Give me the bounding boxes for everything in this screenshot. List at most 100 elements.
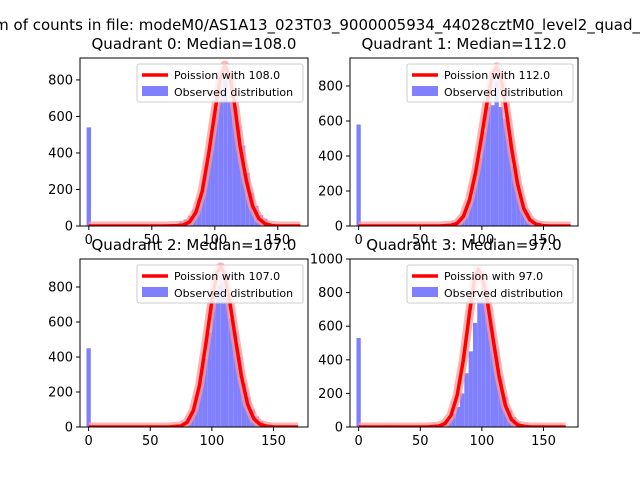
histogram-bar [477, 299, 482, 427]
legend-bar-swatch [412, 86, 438, 96]
y-tick-label: 200 [318, 387, 343, 402]
histogram-bar [215, 285, 221, 427]
histogram-bar [472, 175, 478, 226]
legend-line-label: Poission with 108.0 [174, 69, 280, 82]
legend-box [406, 63, 574, 103]
histogram-bar [481, 282, 486, 427]
histogram-bar [214, 109, 219, 226]
y-tick-label: 1000 [310, 253, 343, 268]
y-tick-label: 0 [335, 421, 343, 436]
y-tick-label: 200 [48, 386, 73, 401]
y-tick-label: 800 [318, 286, 343, 301]
histogram-bar [233, 332, 238, 427]
y-tick-label: 800 [48, 73, 73, 88]
histogram-bar [490, 332, 495, 427]
subplot-quadrant-0: 0 50 100 150 0 200 400 600 800 Quadrant 0: Median… [48, 35, 309, 248]
legend-bar-swatch [142, 287, 168, 297]
histogram-bar [227, 101, 233, 226]
histogram-bar [451, 413, 456, 427]
histogram-bar [205, 163, 211, 226]
legend-bar-label: Observed distribution [444, 287, 563, 300]
x-tick-label: 0 [354, 233, 362, 248]
histogram-bar [356, 337, 361, 427]
y-tick-label: 400 [318, 353, 343, 368]
x-tick-label: 150 [265, 233, 290, 248]
histogram-bar [86, 127, 92, 226]
y-tick-label: 0 [335, 220, 343, 235]
histogram-bar [224, 301, 229, 427]
subplot-quadrant-1: 0 50 100 150 0 200 400 600 800 Quadrant 1: Median… [318, 35, 579, 248]
histogram-bar [485, 107, 491, 226]
subplot-title: Quadrant 3: Median=97.0 [366, 236, 561, 254]
x-tick-label: 100 [469, 434, 494, 449]
legend-bar-label: Observed distribution [174, 287, 293, 300]
histogram-bar [507, 138, 512, 226]
x-tick-label: 100 [469, 233, 494, 248]
histogram-bar [459, 393, 465, 427]
y-tick-label: 200 [318, 185, 343, 200]
x-tick-label: 0 [354, 434, 362, 449]
legend-box [136, 63, 304, 103]
x-tick-label: 0 [84, 434, 92, 449]
legend-box [136, 264, 304, 304]
legend-box [406, 264, 574, 304]
y-tick-label: 0 [65, 421, 73, 436]
legend-line-label: Poission with 107.0 [174, 270, 280, 283]
y-tick-label: 600 [318, 115, 343, 130]
y-tick-label: 400 [318, 150, 343, 165]
y-tick-label: 600 [318, 320, 343, 335]
histogram-bar [202, 358, 208, 427]
histogram-bar [516, 184, 521, 226]
histogram-bar [472, 322, 478, 427]
histogram-bar [201, 182, 206, 226]
histogram-bar [211, 302, 216, 427]
histogram-bar [490, 105, 495, 226]
y-tick-label: 400 [48, 146, 73, 161]
histogram-bar [468, 198, 473, 226]
x-tick-label: 100 [199, 434, 224, 449]
axes-frame [349, 57, 579, 227]
y-tick-label: 800 [48, 281, 73, 296]
histogram-bar [237, 357, 242, 427]
y-tick-label: 600 [48, 316, 73, 331]
histogram-bar [228, 318, 234, 427]
histogram-bar [86, 348, 91, 427]
subplot-grid: 0 50 100 150 0 200 400 600 800 Quadrant 0: Median… [48, 35, 579, 449]
legend-line-label: Poission with 112.0 [444, 69, 550, 82]
x-tick-label: 50 [144, 233, 161, 248]
histogram-bar [207, 332, 212, 427]
legend: Poission with 112.0 Observed distribution [406, 63, 574, 103]
axes-frame [79, 57, 309, 227]
axes-frame [79, 258, 309, 428]
y-tick-label: 800 [318, 80, 343, 95]
x-tick-label: 50 [142, 434, 159, 449]
x-tick-label: 50 [412, 233, 429, 248]
histogram-bar [198, 381, 203, 427]
histogram-bar [494, 80, 499, 226]
histogram-bar [468, 351, 473, 427]
histogram-bar [455, 406, 460, 427]
histogram-bar [498, 107, 504, 226]
histogram-bar [464, 373, 469, 427]
histogram-bar [481, 131, 486, 226]
legend-bar-label: Observed distribution [174, 86, 293, 99]
histogram-bar [503, 119, 508, 226]
legend: Poission with 107.0 Observed distribution [136, 264, 304, 304]
histogram-bar [485, 302, 491, 427]
histogram-bar [210, 129, 215, 226]
histogram-bar [218, 87, 224, 226]
histogram-bar [236, 125, 241, 226]
subplot-title: Quadrant 1: Median=112.0 [362, 35, 567, 53]
histogram-bar [511, 166, 517, 226]
x-tick-label: 150 [531, 233, 556, 248]
histogram-bar [220, 276, 225, 427]
histogram-bar [494, 356, 499, 427]
subplot-quadrant-2: 0 50 100 150 0 200 400 600 800 Quadrant 2: Median… [48, 236, 309, 449]
x-tick-label: 150 [261, 434, 286, 449]
y-tick-label: 600 [48, 110, 73, 125]
legend: Poission with 108.0 Observed distribution [136, 63, 304, 103]
legend-line-label: Poission with 97.0 [444, 270, 543, 283]
subplot-title: Quadrant 0: Median=108.0 [92, 35, 297, 53]
legend-bar-swatch [412, 287, 438, 297]
